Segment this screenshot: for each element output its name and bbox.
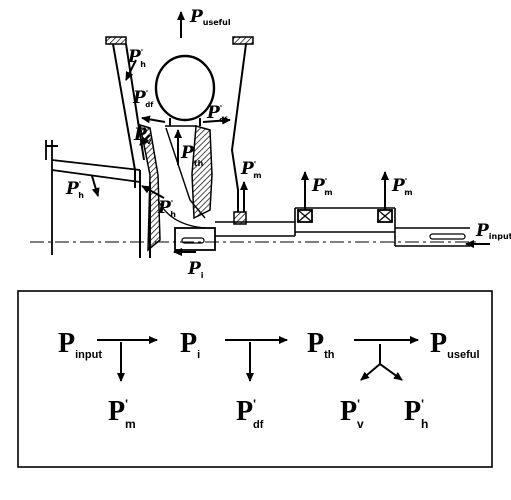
outlet-flange-right — [232, 36, 254, 45]
flow-loss-m: P' m — [108, 396, 136, 431]
flow-loss-df: P' df — [236, 396, 264, 431]
label-i: Pi — [187, 259, 204, 280]
impeller-neck — [169, 118, 201, 126]
label-v: P' v — [133, 125, 152, 146]
flow-diagram-frame — [17, 290, 493, 468]
inlet-pipe — [45, 140, 141, 255]
hub-keyway — [181, 237, 205, 244]
label-useful: Puseful — [189, 7, 231, 27]
label-m-bearing-left: P' m — [311, 176, 333, 197]
volute-outer-wall — [112, 43, 247, 218]
shaft-hub-block — [174, 227, 216, 251]
keyway — [429, 233, 466, 240]
label-h-top: P' h — [127, 47, 146, 69]
outlet-flange-left — [105, 36, 127, 45]
arrow-h-inlet — [91, 175, 100, 197]
label-df-left: P' df — [132, 88, 154, 109]
arrow-h-top — [125, 59, 137, 81]
arrow-v — [139, 134, 151, 146]
flow-arrow-loss-h — [379, 363, 403, 381]
label-m-bearing-right: P' m — [391, 176, 413, 197]
flow-loss-h: P' h — [404, 396, 428, 431]
flow-useful: Puseful — [430, 328, 480, 361]
flow-loss-v: P' v — [340, 396, 364, 431]
label-h-lower: P' h — [157, 198, 176, 219]
label-df-right: P' df — [206, 103, 228, 124]
flow-arrow-loss-v — [360, 363, 381, 381]
seal-box — [233, 211, 247, 225]
arrow-df-right — [202, 116, 231, 125]
label-input: Pinput — [475, 221, 511, 241]
pump-cross-section — [30, 36, 478, 258]
casing-vertical — [139, 170, 151, 258]
impeller-shroud — [191, 125, 213, 220]
shaft — [215, 207, 470, 247]
arrow-h-lower — [141, 185, 165, 199]
flow-input: Pinput — [58, 328, 102, 361]
machine-labels: Puseful P' h P' df P' df P' v Pth P' m P' m P'… — [65, 7, 511, 280]
shaft-step — [294, 208, 396, 246]
volute-chamber — [154, 54, 216, 122]
label-th: Pth — [180, 143, 204, 168]
machine-arrows — [91, 11, 490, 256]
flow-i: Pi — [180, 328, 200, 361]
impeller-passage — [165, 125, 206, 219]
flow-th: Pth — [307, 328, 335, 361]
flow-diagram: Pinput Pi Pth Puseful P' m P' df P' v P' h — [58, 328, 480, 431]
label-h-inlet: P' h — [65, 179, 84, 200]
label-m-center: P' m — [240, 159, 262, 180]
arrow-df-left — [141, 115, 166, 124]
